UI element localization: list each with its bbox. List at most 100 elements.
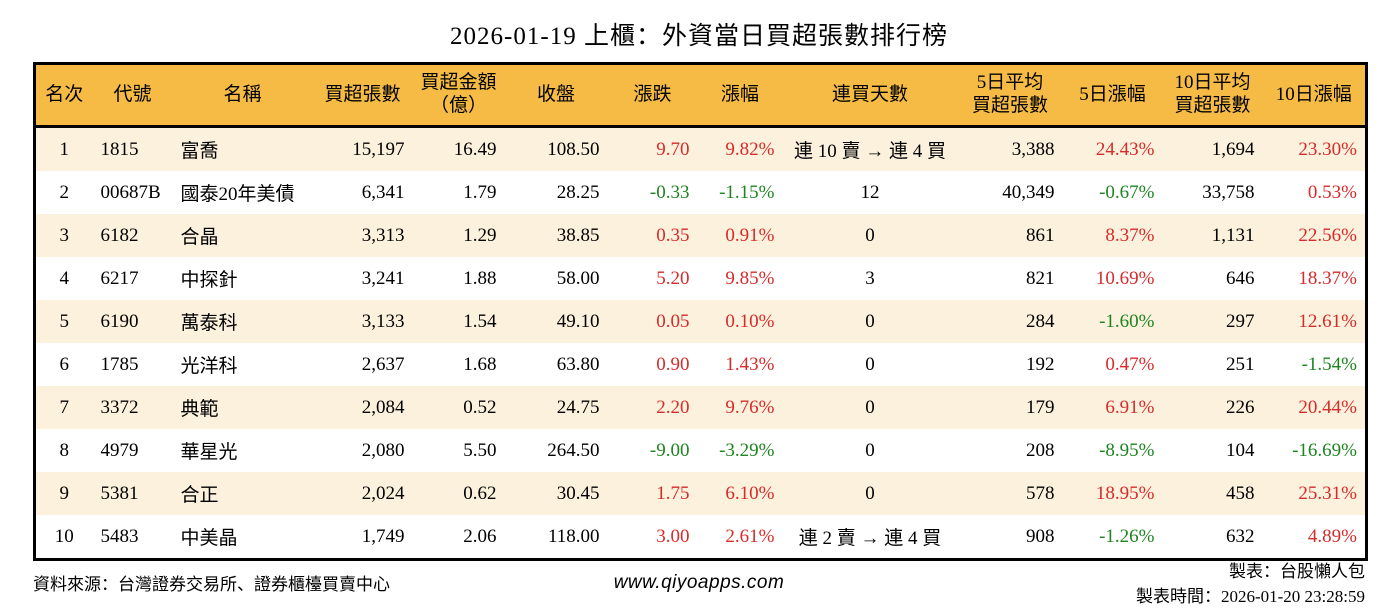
cell-avg10-volume: 632	[1226, 525, 1255, 547]
cell-avg5-volume: 208	[1026, 439, 1055, 461]
cell-avg5-volume: 192	[1026, 353, 1055, 375]
cell-net-buy-volume: 2,080	[361, 439, 405, 461]
cell-close: 264.50	[547, 439, 600, 461]
column-header-change-pct: 漲幅	[697, 63, 783, 128]
cell-change-pct: 9.82%	[725, 138, 775, 160]
cell-net-buy-amount: 1.79	[463, 181, 497, 203]
cell-name: 萬泰科	[180, 313, 238, 334]
cell-close: 24.75	[556, 396, 600, 418]
cell-avg5-volume: 179	[1026, 396, 1055, 418]
cell-net-buy-volume: 6,341	[361, 181, 405, 203]
ranking-table: 名次 代號 名稱 買超張數 買超金額 （億） 收盤 漲跌 漲幅 連買天數 5日平均 買超張數 5日漲…	[33, 62, 1368, 561]
cell-avg10-volume: 33,758	[1202, 181, 1255, 203]
cell-close: 49.10	[556, 310, 600, 332]
cell-avg5-volume: 821	[1026, 267, 1055, 289]
cell-pct10: 12.61%	[1298, 310, 1357, 332]
cell-pct5: 0.47%	[1105, 353, 1155, 375]
table-row: 7 3372 典範 2,084 0.52 24.75 2.20 9.76% 0 179 6.91% 2…	[34, 386, 1367, 429]
cell-change: 2.20	[656, 396, 690, 418]
table-row: 8 4979 華星光 2,080 5.50 264.50 -9.00 -3.29% 0 208 -8…	[34, 429, 1367, 472]
cell-change-pct: 2.61%	[725, 525, 775, 547]
cell-pct5: 10.69%	[1095, 267, 1155, 289]
table-row: 3 6182 合晶 3,313 1.29 38.85 0.35 0.91% 0 861 8.37% 1…	[34, 214, 1367, 257]
cell-close: 28.25	[556, 181, 600, 203]
cell-avg10-volume: 297	[1226, 310, 1255, 332]
cell-net-buy-amount: 1.54	[463, 310, 497, 332]
cell-net-buy-volume: 2,024	[361, 482, 405, 504]
column-header-avg10-volume: 10日平均 買超張數	[1162, 63, 1263, 128]
cell-pct10: 22.56%	[1298, 224, 1357, 246]
cell-code: 4979	[100, 439, 139, 461]
cell-net-buy-amount: 1.88	[463, 267, 497, 289]
cell-pct5: -0.67%	[1099, 181, 1155, 203]
data-source-note: 資料來源：台灣證券交易所、證券櫃檯買賣中心	[33, 575, 390, 594]
page-title: 2026-01-19 上櫃：外資當日買超張數排行榜	[450, 23, 948, 50]
cell-close: 38.85	[556, 224, 600, 246]
cell-name: 合晶	[180, 227, 219, 248]
cell-streak-days: 0	[865, 482, 875, 504]
cell-pct5: -1.60%	[1099, 310, 1155, 332]
cell-pct10: 23.30%	[1298, 138, 1357, 160]
cell-change: -9.00	[649, 439, 690, 461]
cell-change-pct: 9.85%	[725, 267, 775, 289]
cell-code: 1785	[100, 353, 139, 375]
cell-change: 0.35	[656, 224, 690, 246]
cell-code: 3372	[100, 396, 139, 418]
cell-rank: 7	[59, 396, 70, 418]
cell-code: 00687B	[100, 181, 161, 203]
cell-code: 6217	[100, 267, 139, 289]
cell-net-buy-amount: 5.50	[463, 439, 497, 461]
cell-close: 58.00	[556, 267, 600, 289]
cell-net-buy-amount: 16.49	[453, 138, 497, 160]
table-row: 9 5381 合正 2,024 0.62 30.45 1.75 6.10% 0 578 18.95%…	[34, 472, 1367, 515]
table-row: 4 6217 中探針 3,241 1.88 58.00 5.20 9.85% 3 821 10.69…	[34, 257, 1367, 300]
cell-net-buy-amount: 0.52	[463, 396, 497, 418]
cell-close: 30.45	[556, 482, 600, 504]
cell-pct10: 0.53%	[1307, 181, 1357, 203]
column-header-code: 代號	[92, 63, 173, 128]
column-header-avg5-volume: 5日平均 買超張數	[957, 63, 1063, 128]
cell-code: 6190	[100, 310, 139, 332]
cell-change: 0.90	[656, 353, 690, 375]
cell-pct10: 20.44%	[1298, 396, 1357, 418]
cell-streak-days: 0	[865, 353, 875, 375]
cell-streak-days: 連 2 賣 → 連 4 買	[798, 528, 942, 549]
cell-avg10-volume: 1,694	[1211, 138, 1255, 160]
cell-code: 5483	[100, 525, 139, 547]
cell-pct10: 4.89%	[1307, 525, 1357, 547]
cell-name: 國泰20年美債	[180, 184, 295, 205]
cell-net-buy-volume: 3,133	[361, 310, 405, 332]
cell-change-pct: 6.10%	[725, 482, 775, 504]
cell-change: 3.00	[656, 525, 690, 547]
cell-name: 中探針	[180, 270, 238, 291]
cell-close: 118.00	[547, 525, 600, 547]
website-url: www.qiyoapps.com	[613, 572, 785, 593]
cell-avg5-volume: 3,388	[1011, 138, 1055, 160]
cell-change-pct: 1.43%	[725, 353, 775, 375]
cell-avg5-volume: 40,349	[1002, 181, 1055, 203]
cell-pct10: -1.54%	[1301, 353, 1357, 375]
column-header-name: 名稱	[172, 63, 313, 128]
cell-rank: 4	[59, 267, 70, 289]
cell-change: 1.75	[656, 482, 690, 504]
cell-net-buy-amount: 0.62	[463, 482, 497, 504]
cell-avg5-volume: 578	[1026, 482, 1055, 504]
cell-avg5-volume: 284	[1026, 310, 1055, 332]
cell-avg10-volume: 1,131	[1211, 224, 1255, 246]
table-row: 5 6190 萬泰科 3,133 1.54 49.10 0.05 0.10% 0 284 -1.60…	[34, 300, 1367, 343]
cell-rank: 2	[59, 181, 70, 203]
cell-streak-days: 0	[865, 396, 875, 418]
credit-block: 製表：台股懶人包 製表時間：2026-01-20 23:28:59	[1136, 560, 1365, 609]
cell-rank: 10	[54, 525, 74, 547]
column-header-net-buy-volume: 買超張數	[312, 63, 413, 128]
cell-name: 中美晶	[180, 528, 238, 549]
cell-pct10: -16.69%	[1292, 439, 1357, 461]
cell-pct5: 6.91%	[1105, 396, 1155, 418]
cell-name: 華星光	[180, 442, 238, 463]
cell-name: 典範	[180, 399, 219, 420]
cell-pct5: 18.95%	[1095, 482, 1155, 504]
cell-streak-days: 3	[865, 267, 875, 289]
cell-avg10-volume: 646	[1226, 267, 1255, 289]
table-body: 1 1815 富喬 15,197 16.49 108.50 9.70 9.82% 連 10 賣 …	[34, 126, 1367, 560]
cell-pct5: 8.37%	[1105, 224, 1155, 246]
